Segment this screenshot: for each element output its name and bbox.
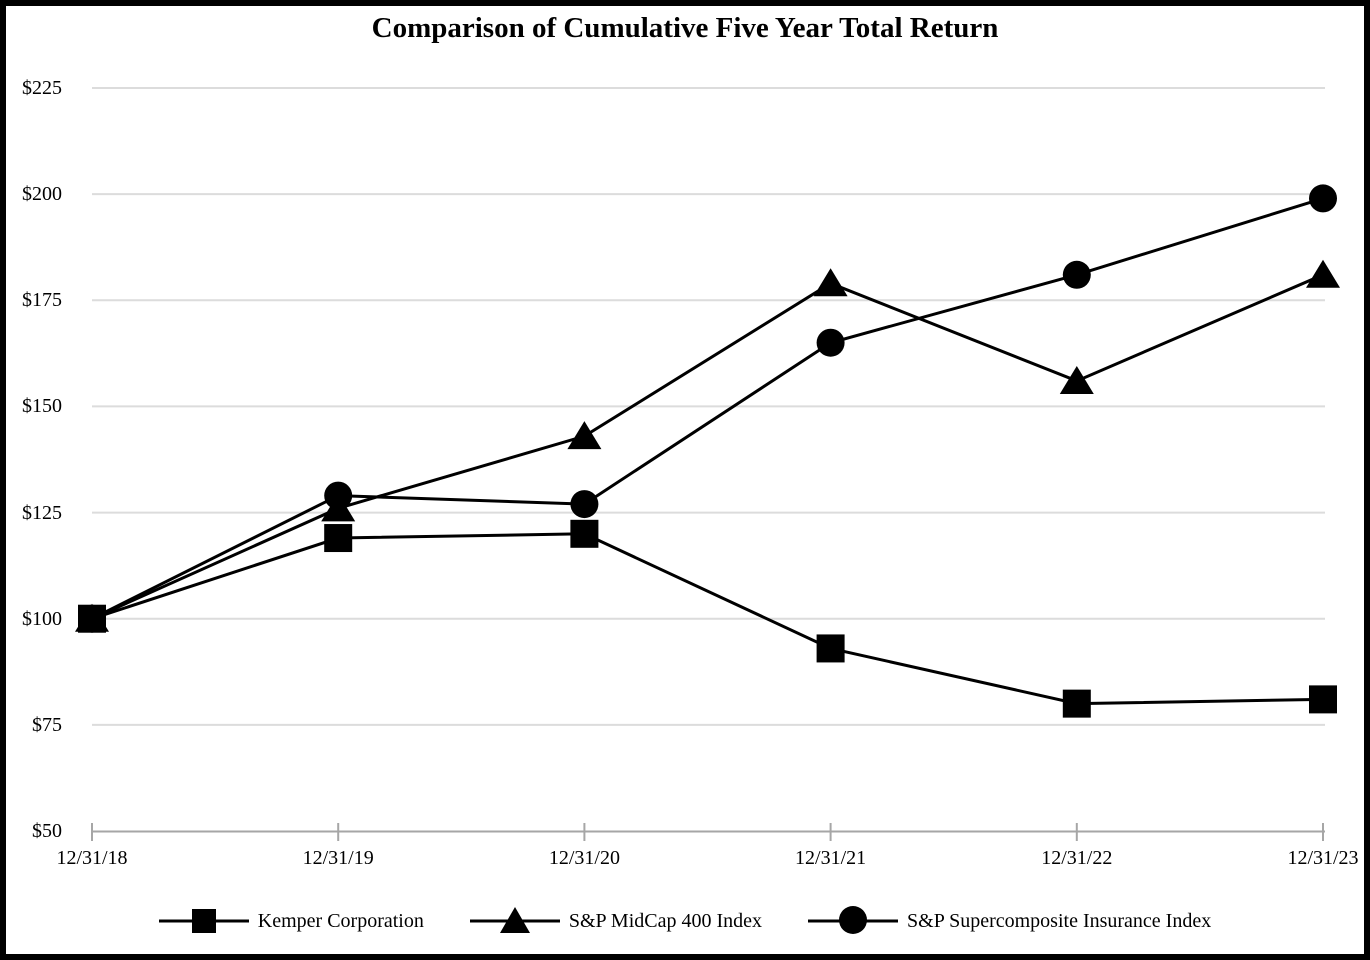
data-point-s-p-midcap-400-index-4 [1059,365,1094,394]
data-point-kemper-corporation-3 [816,634,845,663]
data-point-s-p-midcap-400-index-5 [1306,259,1340,288]
legend-label: S&P MidCap 400 Index [568,909,763,932]
data-point-s-p-midcap-400-index-3 [813,268,848,297]
x-axis-tick-label: 12/31/21 [795,847,867,869]
x-axis-tick-label: 12/31/20 [548,847,620,869]
data-point-kemper-corporation-1 [324,524,353,553]
x-axis-tick-label: 12/31/22 [1041,847,1113,869]
data-point-s-p-supercomposite-insurance-index-3 [816,328,845,357]
y-axis-tick-label: $200 [22,183,62,206]
y-axis-tick-label: $100 [22,607,62,630]
legend-label: Kemper Corporation [257,909,424,932]
legend-item-s-p-supercomposite-insurance-index: S&P Supercomposite Insurance Index [808,905,1211,937]
legend-label: S&P Supercomposite Insurance Index [907,909,1212,932]
square-marker-icon [158,909,249,933]
data-point-s-p-supercomposite-insurance-index-4 [1062,260,1091,289]
y-axis-tick-label: $225 [22,77,62,99]
y-axis-tick-label: $50 [32,820,62,842]
data-point-s-p-supercomposite-insurance-index-2 [570,490,599,519]
y-axis-tick-label: $175 [22,289,62,312]
data-point-kemper-corporation-5 [1309,685,1337,714]
legend: Kemper Corporation S&P MidCap 400 Index S&… [6,898,1364,944]
data-point-kemper-corporation-4 [1062,689,1091,718]
x-axis-tick-label: 12/31/23 [1287,847,1359,869]
y-axis-tick-label: $75 [32,713,62,736]
x-axis-tick-label: 12/31/18 [56,847,128,869]
data-point-s-p-supercomposite-insurance-index-5 [1309,184,1337,213]
data-point-s-p-midcap-400-index-2 [567,421,602,450]
legend-item-s-p-midcap-400-index: S&P MidCap 400 Index [469,905,763,937]
y-axis-tick-label: $150 [22,395,62,418]
data-point-kemper-corporation-2 [570,519,599,548]
x-axis-tick-label: 12/31/19 [302,847,374,869]
series-line-kemper-corporation [91,532,1324,706]
circle-marker-icon [808,906,899,934]
triangle-marker-icon [469,907,560,933]
chart-title: Comparison of Cumulative Five Year Total… [371,12,999,44]
series-line-s-p-midcap-400-index [91,273,1324,621]
data-point-kemper-corporation-0 [78,604,106,633]
series-line-s-p-supercomposite-insurance-index [91,196,1324,621]
y-axis-tick-label: $125 [22,501,62,524]
data-point-s-p-supercomposite-insurance-index-1 [324,481,353,510]
legend-item-kemper-corporation: Kemper Corporation [158,905,424,937]
